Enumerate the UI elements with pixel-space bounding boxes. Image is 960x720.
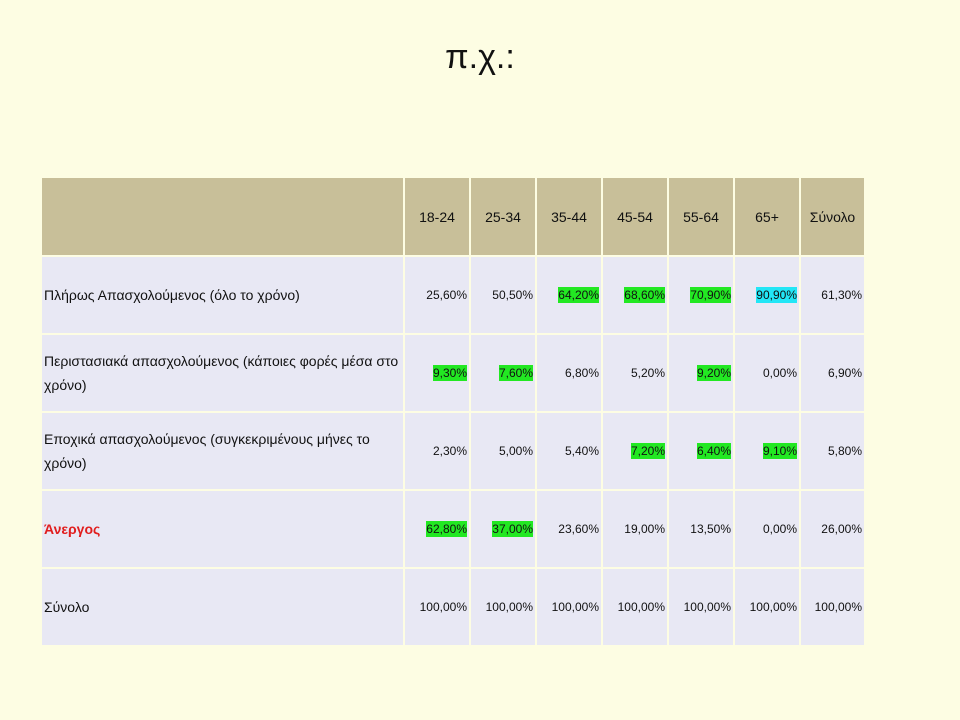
table-cell: 0,00% <box>734 334 801 413</box>
cell-value: 5,80% <box>827 444 862 458</box>
cell-value: 23,60% <box>558 522 599 536</box>
table-cell: 9,10% <box>734 412 801 491</box>
table-cell: 6,40% <box>668 412 735 491</box>
header-age-55-64: 55-64 <box>668 178 735 257</box>
cell-value: 50,50% <box>492 288 533 302</box>
header-age-18-24: 18-24 <box>404 178 471 257</box>
table-cell: 5,40% <box>536 412 603 491</box>
table-row: Περιστασιακά απασχολούμενος (κάποιες φορ… <box>42 334 866 413</box>
table-cell: 9,30% <box>404 334 471 413</box>
cell-value: 100,00% <box>617 600 665 614</box>
table-cell: 0,00% <box>734 490 801 569</box>
cell-value: 100,00% <box>814 600 862 614</box>
table-cell: 68,60% <box>602 256 669 335</box>
table-cell: 6,80% <box>536 334 603 413</box>
header-age-45-54: 45-54 <box>602 178 669 257</box>
table-cell: 100,00% <box>734 568 801 647</box>
header-age-65-plus: 65+ <box>734 178 801 257</box>
table-cell: 62,80% <box>404 490 471 569</box>
table-row: Άνεργος 62,80% 37,00% 23,60% 19,00% 13,50% 0,0… <box>42 490 866 569</box>
table-cell: 19,00% <box>602 490 669 569</box>
row-label: Σύνολο <box>42 568 405 647</box>
cell-value: 100,00% <box>551 600 599 614</box>
table-cell: 100,00% <box>536 568 603 647</box>
cell-value: 100,00% <box>485 600 533 614</box>
table-cell: 7,60% <box>470 334 537 413</box>
cell-value: 2,30% <box>432 444 467 458</box>
highlighted-value: 9,30% <box>432 365 467 381</box>
cell-value: 19,00% <box>624 522 665 536</box>
highlighted-value: 90,90% <box>756 287 797 303</box>
header-total: Σύνολο <box>800 178 866 257</box>
table-cell: 70,90% <box>668 256 735 335</box>
cell-value: 26,00% <box>821 522 862 536</box>
row-label: Άνεργος <box>42 490 405 569</box>
highlighted-value: 70,90% <box>690 287 731 303</box>
table-cell: 100,00% <box>470 568 537 647</box>
table-cell: 64,20% <box>536 256 603 335</box>
cell-value: 100,00% <box>419 600 467 614</box>
highlighted-value: 37,00% <box>492 521 533 537</box>
table-cell: 90,90% <box>734 256 801 335</box>
slide-title: π.χ.: <box>445 38 515 76</box>
highlighted-value: 9,20% <box>696 365 731 381</box>
highlighted-value: 7,20% <box>630 443 665 459</box>
table-cell: 7,20% <box>602 412 669 491</box>
cell-value: 6,90% <box>827 366 862 380</box>
highlighted-value: 64,20% <box>558 287 599 303</box>
header-age-35-44: 35-44 <box>536 178 603 257</box>
row-label: Εποχικά απασχολούμενος (συγκεκριμένους μ… <box>42 412 405 491</box>
cell-value: 25,60% <box>426 288 467 302</box>
table-header-row: 18-24 25-34 35-44 45-54 55-64 65+ Σύνολο <box>42 178 866 257</box>
table-cell: 61,30% <box>800 256 866 335</box>
table-cell: 100,00% <box>668 568 735 647</box>
table-cell: 100,00% <box>404 568 471 647</box>
row-label: Πλήρως Απασχολούμενος (όλο το χρόνο) <box>42 256 405 335</box>
table-row: Εποχικά απασχολούμενος (συγκεκριμένους μ… <box>42 412 866 491</box>
table-cell: 5,00% <box>470 412 537 491</box>
highlighted-value: 68,60% <box>624 287 665 303</box>
cell-value: 5,00% <box>498 444 533 458</box>
cell-value: 5,20% <box>630 366 665 380</box>
table-cell: 5,20% <box>602 334 669 413</box>
highlighted-value: 9,10% <box>762 443 797 459</box>
cell-value: 13,50% <box>690 522 731 536</box>
header-corner <box>42 178 405 257</box>
highlighted-value: 6,40% <box>696 443 731 459</box>
table-cell: 23,60% <box>536 490 603 569</box>
table-cell: 50,50% <box>470 256 537 335</box>
row-label: Περιστασιακά απασχολούμενος (κάποιες φορ… <box>42 334 405 413</box>
header-age-25-34: 25-34 <box>470 178 537 257</box>
table-cell: 37,00% <box>470 490 537 569</box>
table-cell: 100,00% <box>800 568 866 647</box>
table-cell: 25,60% <box>404 256 471 335</box>
table-row: Σύνολο 100,00% 100,00% 100,00% 100,00% 100,00… <box>42 568 866 647</box>
table-body: Πλήρως Απασχολούμενος (όλο το χρόνο) 25,6… <box>42 256 866 647</box>
cell-value: 6,80% <box>564 366 599 380</box>
cell-value: 0,00% <box>762 522 797 536</box>
cell-value: 61,30% <box>821 288 862 302</box>
table-cell: 13,50% <box>668 490 735 569</box>
table-cell: 26,00% <box>800 490 866 569</box>
table-cell: 9,20% <box>668 334 735 413</box>
cell-value: 0,00% <box>762 366 797 380</box>
table-cell: 2,30% <box>404 412 471 491</box>
highlighted-value: 7,60% <box>498 365 533 381</box>
table-row: Πλήρως Απασχολούμενος (όλο το χρόνο) 25,6… <box>42 256 866 335</box>
table-cell: 6,90% <box>800 334 866 413</box>
employment-table: 18-24 25-34 35-44 45-54 55-64 65+ Σύνολο… <box>42 178 866 647</box>
table-cell: 100,00% <box>602 568 669 647</box>
highlighted-value: 62,80% <box>426 521 467 537</box>
cell-value: 5,40% <box>564 444 599 458</box>
cell-value: 100,00% <box>683 600 731 614</box>
table-cell: 5,80% <box>800 412 866 491</box>
cell-value: 100,00% <box>749 600 797 614</box>
